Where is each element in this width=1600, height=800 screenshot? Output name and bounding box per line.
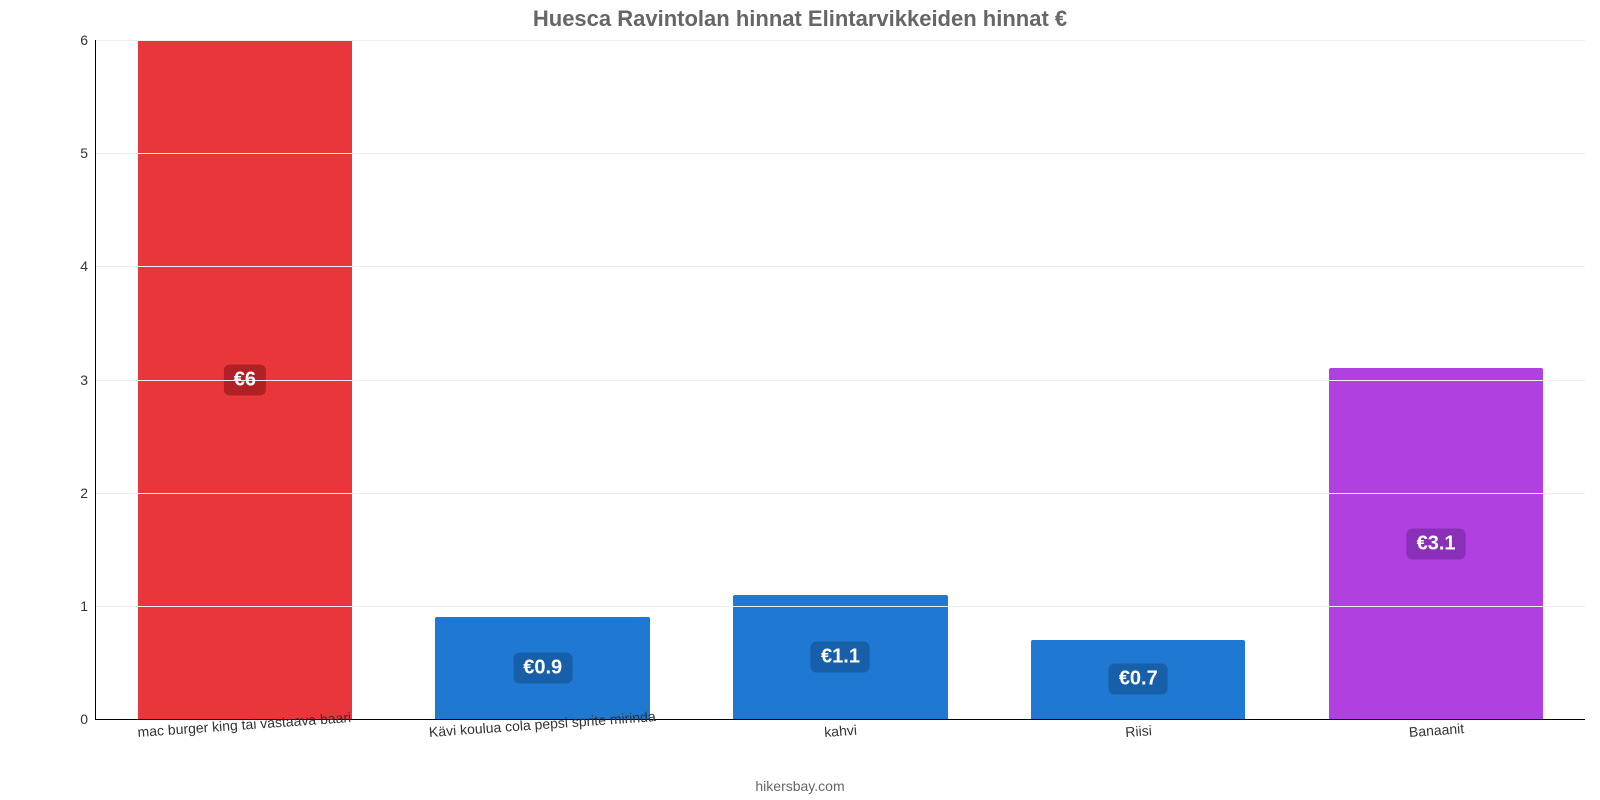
gridline [96,266,1585,267]
y-tick-label: 2 [36,485,96,501]
gridline [96,40,1585,41]
y-tick-label: 1 [36,598,96,614]
x-label-slot: Riisi [989,720,1287,780]
y-tick-label: 5 [36,145,96,161]
x-label-slot: mac burger king tai vastaava baari [95,720,393,780]
x-axis-label: Banaanit [1408,720,1464,740]
bar: €3.1 [1329,368,1543,719]
value-badge: €3.1 [1407,528,1466,559]
x-axis-labels: mac burger king tai vastaava baariKävi k… [95,720,1585,780]
bar: €0.9 [435,617,649,719]
y-tick-label: 4 [36,258,96,274]
bar: €1.1 [733,595,947,719]
x-axis-label: Riisi [1125,722,1153,740]
y-tick-label: 3 [36,372,96,388]
plot-area: €6€0.9€1.1€0.7€3.1 0123456 [95,40,1585,720]
gridline [96,606,1585,607]
gridline [96,153,1585,154]
chart-footer: hikersbay.com [0,778,1600,794]
gridline [96,493,1585,494]
y-tick-label: 0 [36,711,96,727]
x-axis-label: kahvi [824,722,858,740]
x-label-slot: Kävi koulua cola pepsi sprite mirinda [393,720,691,780]
value-badge: €0.7 [1109,664,1168,695]
x-label-slot: Banaanit [1287,720,1585,780]
x-label-slot: kahvi [691,720,989,780]
value-badge: €1.1 [811,641,870,672]
gridline [96,380,1585,381]
y-tick-label: 6 [36,32,96,48]
price-bar-chart: Huesca Ravintolan hinnat Elintarvikkeide… [0,0,1600,800]
chart-title: Huesca Ravintolan hinnat Elintarvikkeide… [0,6,1600,32]
value-badge: €0.9 [513,653,572,684]
bar: €0.7 [1031,640,1245,719]
